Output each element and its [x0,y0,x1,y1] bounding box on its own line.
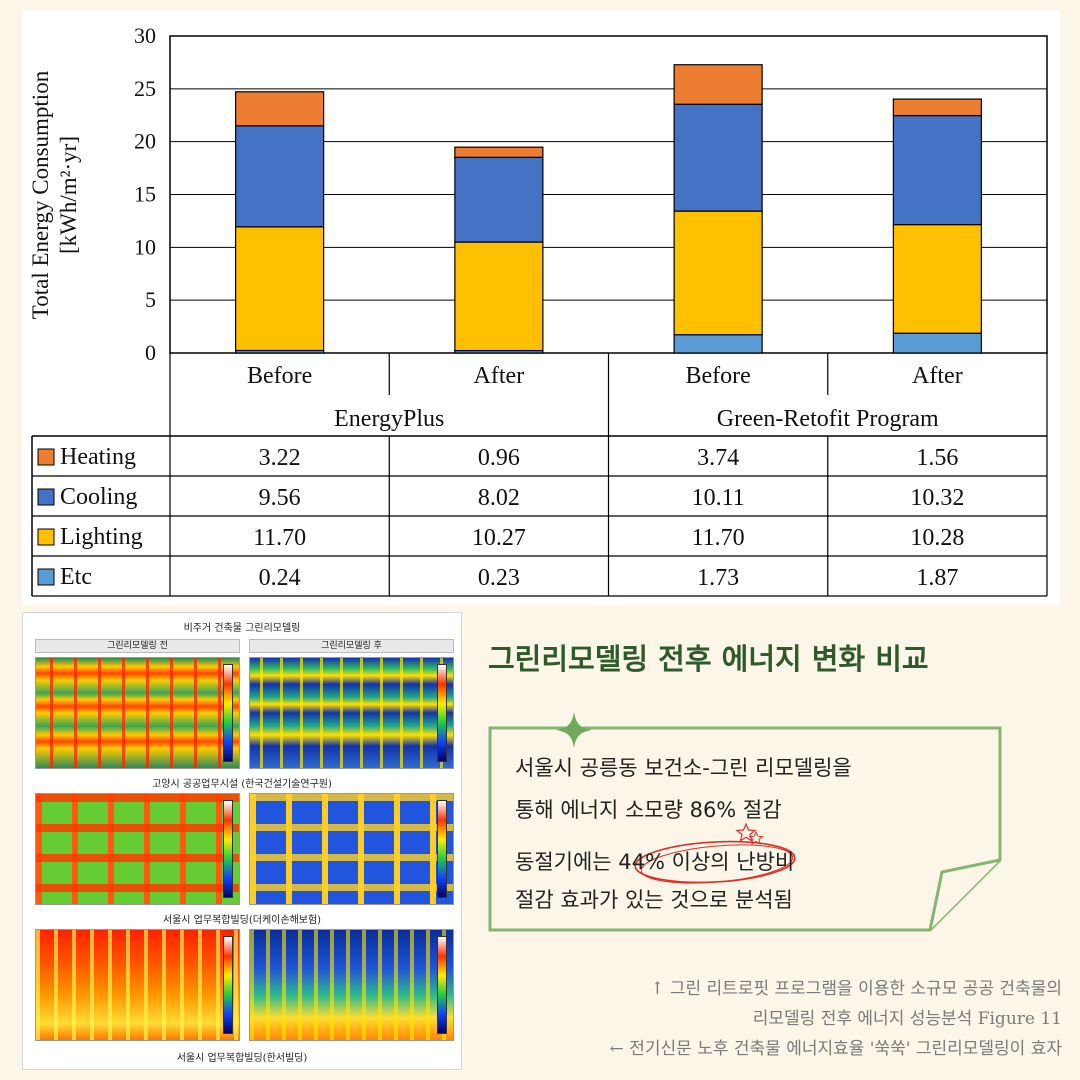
legend-label: Etc [60,564,92,590]
bar-heating [235,91,325,127]
y-tick-label: 30 [134,23,156,48]
bar-cooling [235,125,325,228]
y-tick-label: 5 [145,287,156,312]
note-card [488,712,1002,932]
bar-cooling [892,114,982,226]
bar-cooling [454,156,544,243]
caption-line-1: ↑ 그린 리트로핏 프로그램을 이용한 소규모 공공 건축물의 [650,979,1062,999]
x-tick-label: After [474,363,525,389]
legend-swatch-heating [37,448,55,466]
bar-etc [892,332,982,354]
thermal-image-panel: 비주거 건축물 그린리모델링 그린리모델링 전 그린리모델링 후 고양시 공공업… [22,612,462,1070]
thermal-image-before-1 [35,657,240,769]
data-label: 10.28 [910,525,964,551]
data-label: 0.23 [478,565,520,591]
note-line-2: 통해 에너지 소모량 86% 절감 [515,798,782,822]
bar-lighting [673,210,763,336]
legend-label: Cooling [60,484,137,510]
note-line-1: 서울시 공릉동 보건소-그린 리모델링을 [515,756,852,780]
data-label: 9.56 [259,485,301,511]
bar-cooling [673,103,763,212]
thermal-image-after-1 [249,657,454,769]
data-label: 8.02 [478,485,520,511]
bar-lighting [892,224,982,334]
headline: 그린리모델링 전후 에너지 변화 비교 [488,642,929,676]
bar-heating [673,64,763,105]
y-tick-label: 20 [134,129,156,154]
legend-swatch-cooling [37,488,55,506]
y-axis-label-line-2: [kWh/m²·yr] [56,136,81,254]
red-star-icon [735,822,757,843]
thermal-caption-1: 고양시 공공업무시설 (한국건설기술연구원) [152,779,332,790]
x-tick-label: After [912,363,963,389]
data-label: 3.74 [697,445,739,471]
group-label: EnergyPlus [334,406,444,432]
data-label: 11.70 [253,525,306,551]
group-label: Green-Retofit Program [717,406,939,432]
thermal-caption-2: 서울시 업무복합빌딩(더케이손해보험) [162,915,322,926]
data-label: 1.73 [697,565,739,591]
note-line-3-post: 의 난방비 [710,850,795,874]
y-axis-label: Total Energy Consumption [kWh/m²·yr] [28,70,81,319]
thermal-image-before-2 [35,793,240,905]
thermal-image-after-2 [249,793,454,905]
energy-chart: 0 5 10 15 20 25 30 Total Energy Consumption [kWh… [28,23,1048,597]
energy-chart-panel: 0 5 10 15 20 25 30 Total Energy Consumption [kWh… [22,10,1060,606]
legend-swatch-lighting [37,528,55,546]
y-tick-label: 0 [145,340,156,365]
before-column-label: 그린리모델링 전 [35,639,240,653]
bar-heating [892,98,982,117]
data-label: 1.87 [916,565,958,591]
data-label: 0.24 [259,565,301,591]
y-tick-label: 25 [134,76,156,101]
legend-swatch-etc [37,568,55,586]
bar-heating [454,146,544,158]
data-label: 11.70 [692,525,745,551]
bar-lighting [454,241,544,352]
thermal-panel-title: 비주거 건축물 그린리모델링 [183,623,301,634]
note-highlight: 44% 이상 [618,850,711,874]
legend-label: Lighting [60,524,143,550]
data-label: 3.22 [259,445,301,471]
x-tick-label: Before [247,363,312,389]
y-tick-label: 15 [134,182,156,207]
after-column-label: 그린리모델링 후 [249,639,454,653]
x-tick-label: Before [685,363,750,389]
data-label: 10.11 [692,485,745,511]
note-line-3: 동절기에는 44% 이상의 난방비 [515,846,794,876]
y-axis-label-line-1: Total Energy Consumption [28,70,53,319]
y-tick-label: 10 [134,234,156,259]
bar-lighting [235,226,325,352]
data-label: 0.96 [478,445,520,471]
legend-label: Heating [60,444,136,470]
source-caption: ↑ 그린 리트로핏 프로그램을 이용한 소규모 공공 건축물의 리모델링 전후 … [610,974,1062,1064]
sparkle-icon [556,712,592,748]
note-line-4: 절감 효과가 있는 것으로 분석됨 [515,888,793,912]
note-line-3-pre: 동절기에는 [515,850,619,874]
thermal-image-after-3 [249,929,454,1041]
bar-etc [673,334,763,354]
caption-line-2: 리모델링 전후 에너지 성능분석 Figure 11 [752,1009,1062,1029]
data-label: 1.56 [916,445,958,471]
thermal-caption-3: 서울시 업무복합빌딩(한서빌딩) [176,1053,308,1064]
thermal-image-before-3 [35,929,240,1041]
caption-line-3: ← 전기신문 노후 건축물 에너지효율 '쑥쑥' 그린리모델링이 효자 [609,1039,1062,1059]
data-label: 10.27 [472,525,526,551]
data-label: 10.32 [910,485,964,511]
